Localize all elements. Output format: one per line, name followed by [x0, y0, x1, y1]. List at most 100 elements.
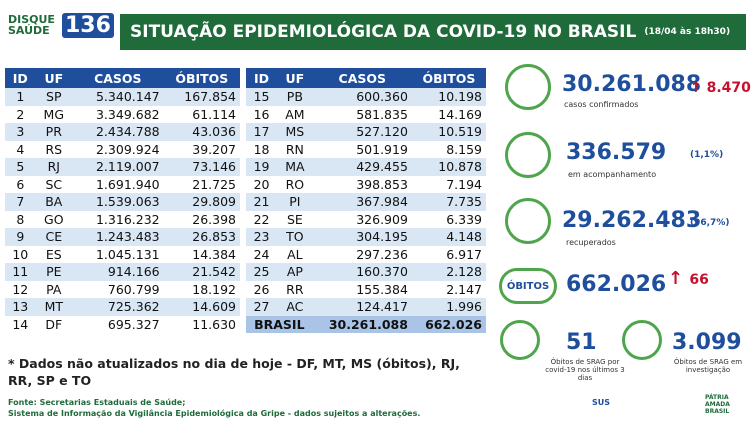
table-cell: 26.853 — [163, 228, 240, 246]
table-cell: 3.349.682 — [95, 106, 160, 122]
table-cell: 14 — [12, 316, 29, 332]
column-header: UF — [35, 68, 72, 88]
table-cell: 10 — [12, 246, 29, 262]
icon-calendar — [500, 320, 540, 360]
srag-investigation-value: 3.099 — [672, 330, 742, 355]
table-cell: 26 — [253, 281, 270, 297]
table-cell: 725.362 — [72, 298, 164, 316]
table-cell: 10.878 — [411, 158, 486, 176]
recovered-value: 29.262.483 — [562, 208, 702, 233]
table-row: 27 AC 124.417 1.996 — [246, 298, 486, 316]
table-right: ID UF CASOS ÓBITOS 15 PB 600.360 10.198 16 AM 581.… — [246, 68, 486, 333]
table-cell: 2.309.924 — [95, 141, 160, 157]
table-row: 2 MG 3.349.682 61.114 — [5, 106, 240, 124]
table-cell: GO — [44, 211, 64, 227]
table-cell: 22 — [253, 211, 270, 227]
table-cell: 695.327 — [107, 316, 160, 332]
table-row: 10 ES 1.045.131 14.384 — [5, 246, 240, 264]
icon-search — [622, 320, 662, 360]
srag-recent-label: Óbitos de SRAG por covid-19 nos últimos … — [545, 358, 625, 382]
table-cell: BA — [35, 193, 72, 211]
icon-clipboard — [505, 132, 551, 178]
table-cell: RR — [286, 281, 304, 297]
column-header: ID — [246, 68, 278, 88]
table-cell: RN — [285, 141, 304, 157]
table-cell: 304.195 — [312, 228, 412, 246]
table-row: 20 RO 398.853 7.194 — [246, 176, 486, 194]
table-row: 26 RR 155.384 2.147 — [246, 281, 486, 299]
table-cell: PA — [46, 281, 62, 297]
table-cell: 39.207 — [192, 141, 236, 157]
table-row: 7 BA 1.539.063 29.809 — [5, 193, 240, 211]
table-cell: 9 — [5, 228, 36, 246]
table-cell: PI — [277, 193, 313, 211]
table-cell: 1.539.063 — [72, 193, 164, 211]
table-cell: 12 — [12, 281, 29, 297]
table-row: 9 CE 1.243.483 26.853 — [5, 228, 240, 246]
table-cell: 21.542 — [163, 263, 240, 281]
table-cell: 124.417 — [312, 298, 412, 316]
total-cases: 30.261.088 — [312, 315, 412, 333]
table-cell: AL — [287, 246, 303, 262]
total-deaths: 662.026 — [411, 315, 486, 333]
monitoring-value: 336.579 — [566, 140, 667, 165]
table-cell: 1.691.940 — [95, 176, 160, 192]
table-left: ID UF CASOS ÓBITOS 1 SP 5.340.147 167.854 2 MG 3.3… — [5, 68, 240, 333]
table-cell: 27 — [246, 298, 278, 316]
table-cell: PR — [35, 123, 72, 141]
table-cell: 398.853 — [356, 176, 408, 192]
table-row: 12 PA 760.799 18.192 — [5, 281, 240, 299]
table-cell: 2.147 — [446, 281, 482, 297]
brand-logo: PÁTRIA AMADA BRASIL — [705, 394, 730, 415]
recovered-pct: (96,7%) — [690, 218, 730, 228]
table-cell: ES — [45, 246, 62, 262]
source: Sistema de Informação da Vigilância Epid… — [8, 409, 421, 418]
table-cell: 6.917 — [446, 246, 482, 262]
confirmed-new-value: 8.470 — [706, 80, 751, 96]
table-cell: 24 — [253, 246, 270, 262]
table-cell: MS — [277, 123, 313, 141]
table-cell: 155.384 — [356, 281, 408, 297]
table-row: 14 DF 695.327 11.630 — [5, 316, 240, 334]
column-header: ÓBITOS — [411, 68, 486, 88]
confirmed-value: 30.261.088 — [562, 72, 702, 97]
table-cell: 18 — [253, 141, 270, 157]
table-cell: 73.146 — [163, 158, 240, 176]
table-cell: AC — [277, 298, 313, 316]
table-cell: 23 — [246, 228, 278, 246]
logo: DISQUE SAÚDE — [8, 14, 55, 36]
table-row: 25 AP 160.370 2.128 — [246, 263, 486, 281]
table-cell: 2 — [16, 106, 25, 122]
icon-recovered — [505, 198, 551, 244]
table-cell: 10.519 — [411, 123, 486, 141]
table-cell: 16 — [253, 106, 270, 122]
column-header: CASOS — [72, 68, 164, 88]
total-label: BRASIL — [246, 315, 313, 333]
table-cell: MG — [43, 106, 65, 122]
table-cell: SE — [286, 211, 303, 227]
table-cell: 14.609 — [163, 298, 240, 316]
table-cell: PB — [277, 88, 313, 106]
table-cell: 501.919 — [356, 141, 408, 157]
table-cell: 10.198 — [411, 88, 486, 106]
table-cell: DF — [45, 316, 63, 332]
table-cell: 21.725 — [192, 176, 236, 192]
table-row: 21 PI 367.984 7.735 — [246, 193, 486, 211]
table-row: 11 PE 914.166 21.542 — [5, 263, 240, 281]
table-cell: AP — [277, 263, 313, 281]
table-cell: 14.169 — [438, 106, 482, 122]
table-cell: AM — [285, 106, 305, 122]
table-cell: 11.630 — [192, 316, 236, 332]
table-cell: RO — [285, 176, 305, 192]
table-cell: 43.036 — [163, 123, 240, 141]
deaths-badge: ÓBITOS — [499, 268, 557, 304]
srag-investigation-label: Óbitos de SRAG em investigação — [673, 358, 743, 374]
table-cell: 6.339 — [446, 211, 482, 227]
table-cell: 1.996 — [411, 298, 486, 316]
table-cell: 8 — [16, 211, 25, 227]
table-cell: PE — [35, 263, 72, 281]
table-row: 1 SP 5.340.147 167.854 — [5, 88, 240, 106]
table-cell: 760.799 — [107, 281, 160, 297]
table-cell: 1 — [5, 88, 36, 106]
